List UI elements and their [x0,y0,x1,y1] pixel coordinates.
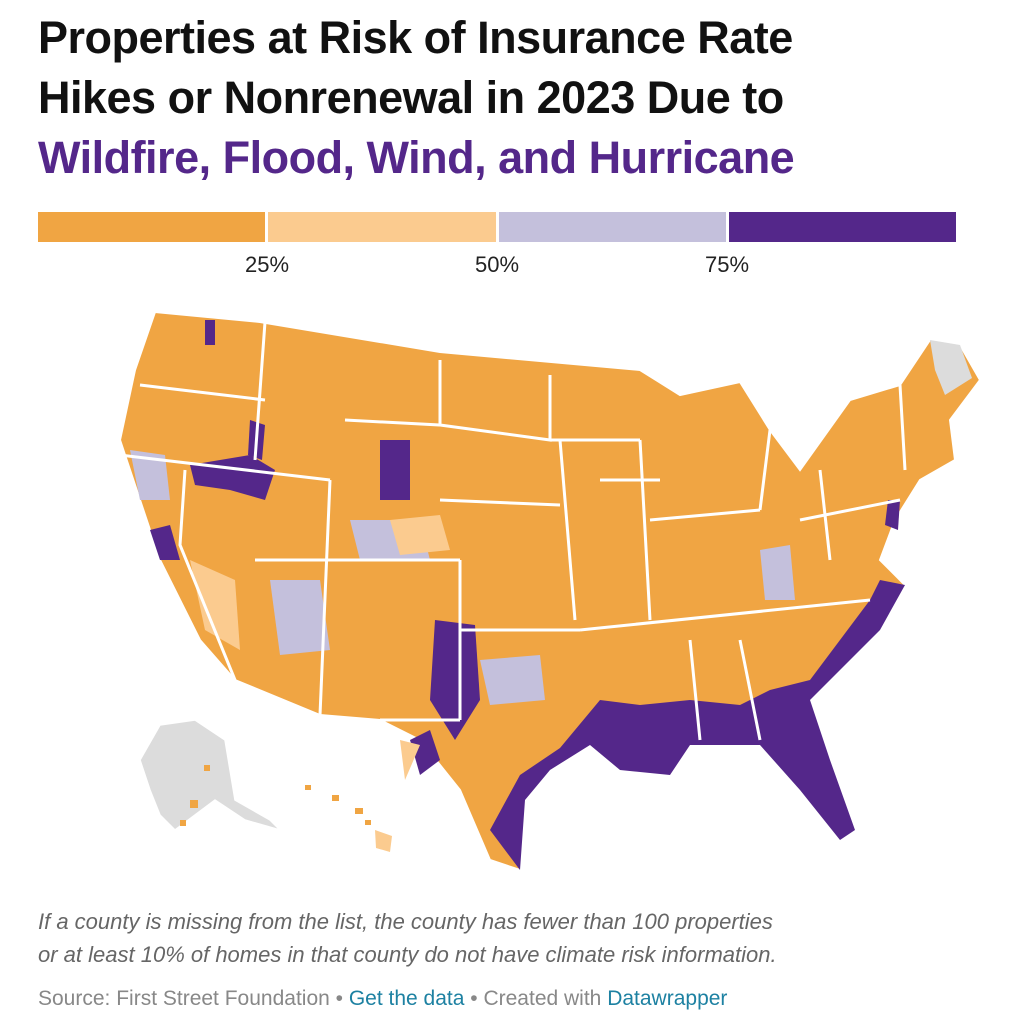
legend-label-25: 25% [244,252,290,277]
footnote: If a county is missing from the list, th… [38,905,777,971]
separator: • [464,987,484,1010]
legend-label-50: 50% [474,252,520,277]
alaska-missing [139,719,283,832]
legend-bin-75-100 [728,212,956,242]
source-text: Source: First Street Foundation [38,987,330,1010]
high-risk-counties [150,320,900,775]
footnote-line-2: or at least 10% of homes in that county … [38,942,777,967]
title-line-2: Hikes or Nonrenewal in 2023 Due to [38,72,784,123]
separator: • [329,987,349,1010]
color-legend [38,212,956,242]
created-with-text: Created with [483,987,602,1010]
legend-bin-25-50 [268,212,496,242]
us-county-map [118,310,982,872]
chart-title: Properties at Risk of Insurance Rate Hik… [38,8,795,188]
legend-bin-0-25 [38,212,266,242]
state-borders [119,321,907,741]
source-line: Source: First Street Foundation • Get th… [38,987,727,1011]
light-risk-counties [190,515,450,780]
maine-missing [930,340,972,395]
legend-label-75: 75% [704,252,750,277]
legend-bin-50-75 [498,212,726,242]
hawaii [305,785,392,852]
footnote-line-1: If a county is missing from the list, th… [38,909,773,934]
alaska-counties [180,765,210,826]
datawrapper-link[interactable]: Datawrapper [607,987,728,1010]
get-the-data-link[interactable]: Get the data [348,987,465,1010]
title-line-3: Wildfire, Flood, Wind, and Hurricane [38,132,795,183]
title-line-1: Properties at Risk of Insurance Rate [38,12,793,63]
